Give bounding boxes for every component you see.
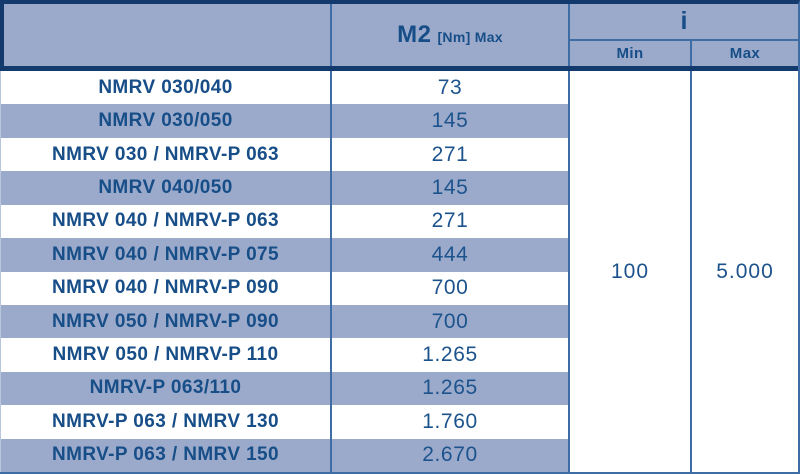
table-row-model: NMRV 040 / NMRV-P 090 (0, 271, 330, 305)
table-row-model: NMRV 050 / NMRV-P 090 (0, 304, 330, 339)
table-row-m2: 145 (330, 104, 568, 138)
table-row-model: NMRV 050 / NMRV-P 110 (0, 338, 330, 372)
m2-column-header: M2 [Nm] Max (330, 4, 568, 66)
header-divider-band (0, 66, 798, 71)
table-row-m2: 73 (330, 71, 568, 105)
m2-unit-label: [Nm] Max (437, 29, 503, 45)
table-row-m2: 1.265 (330, 371, 568, 406)
table-row-model: NMRV 030/040 (0, 71, 330, 105)
i-min-value: 100 (568, 71, 690, 472)
model-column-header-empty (0, 4, 330, 66)
i-min-header: Min (568, 41, 690, 66)
i-max-header: Max (690, 41, 798, 66)
i-column-header: i (568, 4, 798, 41)
table-row-model: NMRV 040 / NMRV-P 075 (0, 238, 330, 272)
table-row-model: NMRV 030/050 (0, 104, 330, 138)
table-row-m2: 1.265 (330, 338, 568, 372)
table-row-m2: 444 (330, 238, 568, 272)
table-row-m2: 271 (330, 137, 568, 172)
i-max-value: 5.000 (690, 71, 798, 472)
table-row-model: NMRV 040 / NMRV-P 063 (0, 204, 330, 239)
table-row-model: NMRV-P 063 / NMRV 150 (0, 438, 330, 472)
table-row-model: NMRV 030 / NMRV-P 063 (0, 137, 330, 172)
m2-label: M2 (397, 21, 432, 48)
table-row-m2: 2.670 (330, 438, 568, 472)
table-row-m2: 271 (330, 204, 568, 239)
table-row-model: NMRV 040/050 (0, 171, 330, 205)
table-row-m2: 700 (330, 271, 568, 305)
table-row-m2: 145 (330, 171, 568, 205)
table-row-m2: 700 (330, 304, 568, 339)
table-row-m2: 1.760 (330, 405, 568, 439)
table-row-model: NMRV-P 063 / NMRV 130 (0, 405, 330, 439)
table-row-model: NMRV-P 063/110 (0, 371, 330, 406)
m2-header-text: M2 [Nm] Max (397, 21, 503, 49)
